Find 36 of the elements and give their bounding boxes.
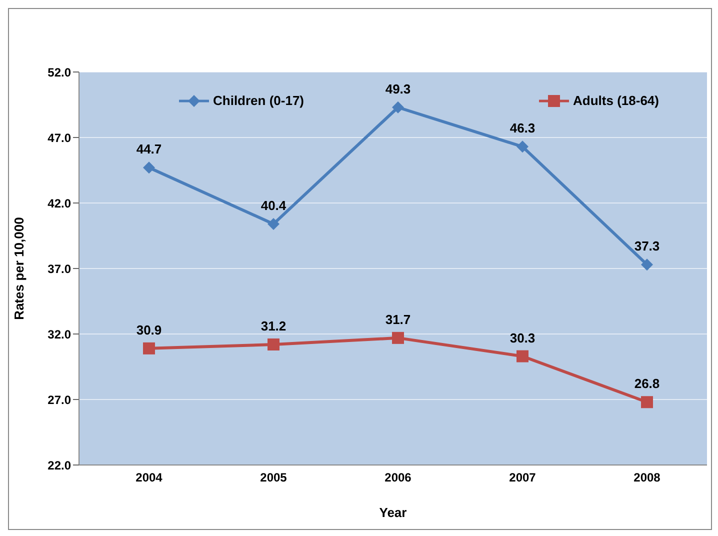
data-label: 46.3 (510, 120, 536, 136)
legend-label: Adults (18-64) (573, 93, 659, 108)
data-label: 49.3 (385, 81, 411, 96)
data-label: 40.4 (260, 198, 287, 213)
point (268, 338, 280, 350)
point (392, 101, 404, 114)
point (641, 258, 653, 271)
point (143, 342, 155, 354)
data-label: 31.2 (260, 318, 286, 334)
point (516, 350, 528, 362)
y-tick-label: 37.0 (48, 262, 72, 276)
y-tick-label: 47.0 (48, 130, 72, 145)
x-tick-label: 2005 (260, 470, 288, 485)
x-tick-label: 2006 (384, 470, 412, 485)
point (268, 218, 280, 230)
x-tick-label: 2007 (509, 470, 536, 485)
data-label: 26.8 (634, 376, 660, 392)
point (143, 162, 155, 174)
data-label: 44.7 (136, 142, 162, 157)
point (641, 396, 653, 408)
x-tick-label: 2004 (136, 470, 163, 485)
y-tick-label: 32.0 (48, 327, 72, 342)
legend-label: Children (0-17) (213, 93, 304, 108)
data-label: 30.9 (136, 322, 162, 338)
point (392, 332, 404, 344)
data-label: 31.7 (385, 312, 411, 327)
data-label: 37.3 (634, 238, 660, 254)
x-tick-label: 2008 (634, 470, 661, 485)
point (516, 140, 528, 153)
y-tick-label: 22.0 (48, 458, 72, 472)
y-tick-label: 52.0 (48, 65, 72, 80)
y-tick-label: 27.0 (48, 392, 72, 407)
y-axis-title: Rates per 10,000 (12, 217, 27, 320)
y-tick-label: 42.0 (48, 196, 72, 210)
data-label: 30.3 (510, 330, 536, 346)
x-axis-title: Year (379, 505, 407, 520)
